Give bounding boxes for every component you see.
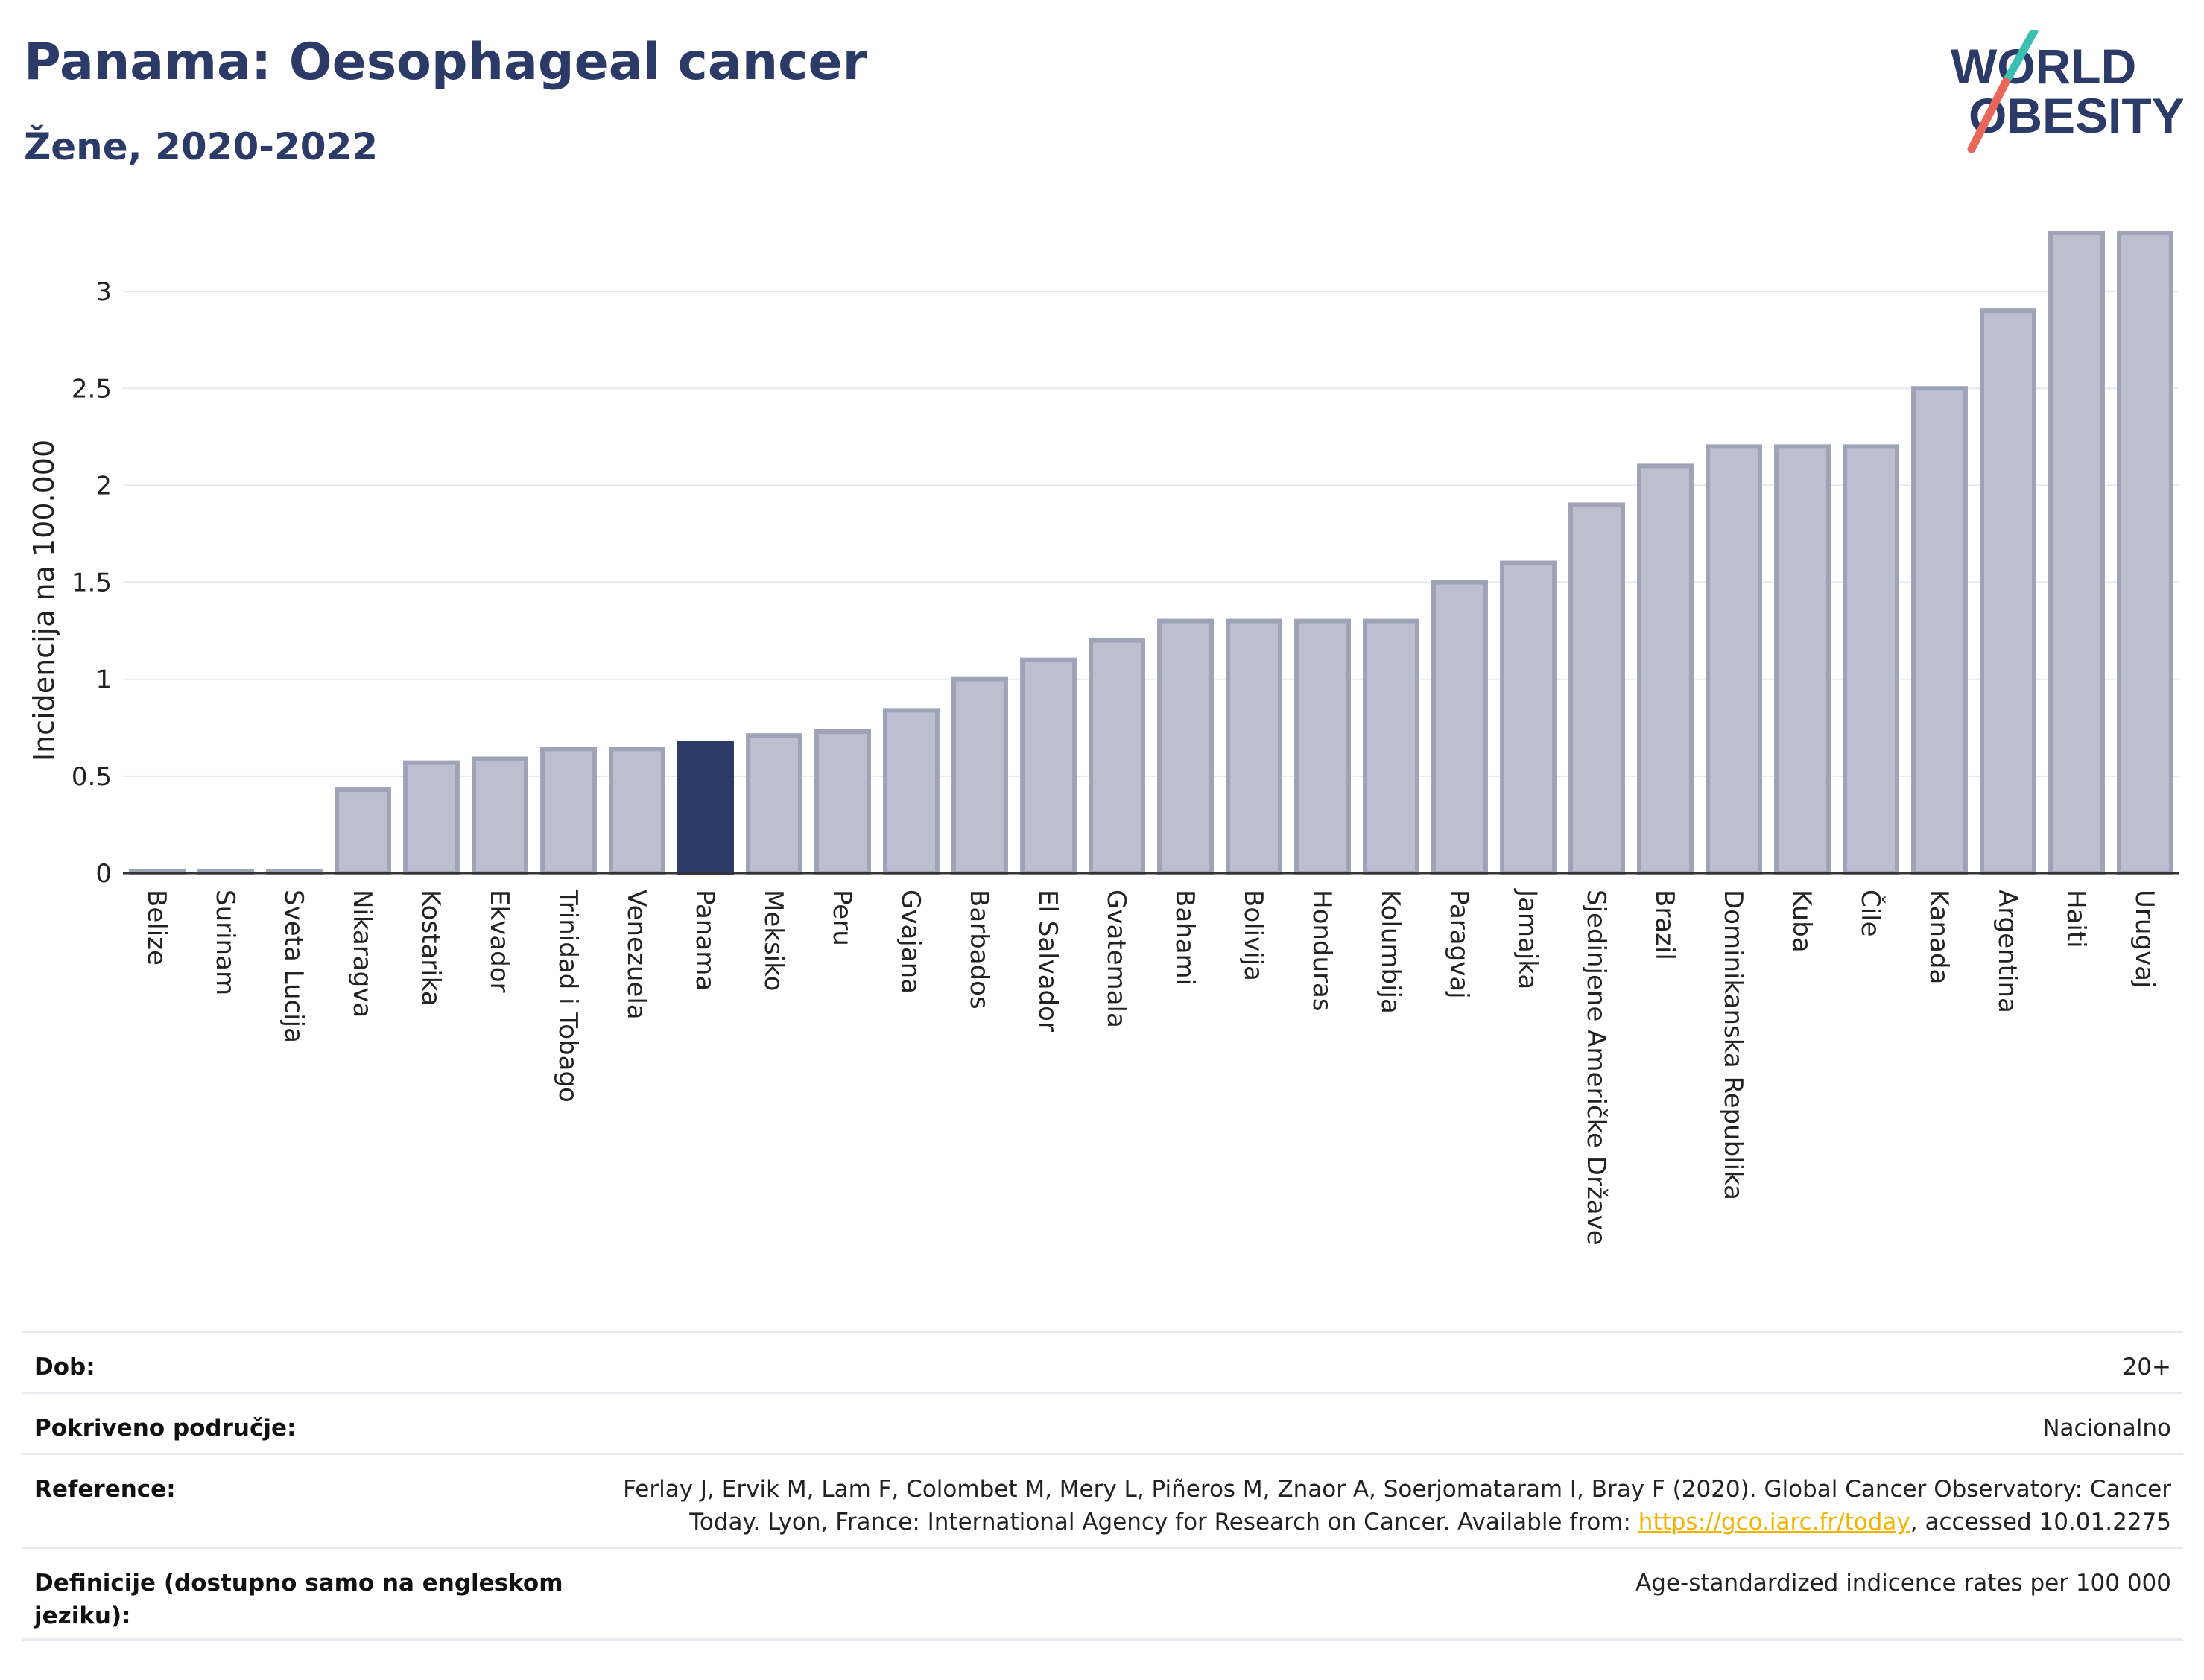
x-tick-label: Paragvaj xyxy=(1444,890,1474,999)
bar-jamajka[interactable] xyxy=(1500,560,1557,875)
bar-barbados[interactable] xyxy=(951,676,1008,875)
x-tick-label: Urugvaj xyxy=(2129,890,2159,988)
meta-value-reference: Ferlay J, Ervik M, Lam F, Colombet M, Me… xyxy=(623,1473,2171,1547)
bar-meksiko[interactable] xyxy=(746,733,802,875)
y-axis-ticks: 0 0.5 1 1.5 2 2.5 3 xyxy=(72,277,112,889)
meta-label-coverage: Pokriveno područje: xyxy=(34,1415,297,1442)
bar-kostarika[interactable] xyxy=(403,760,460,875)
x-tick-label: Barbados xyxy=(964,890,994,1009)
meta-label-reference: Reference: xyxy=(34,1476,176,1503)
meta-value-coverage: Nacionalno xyxy=(2042,1415,2171,1442)
x-tick-label: Gvatemala xyxy=(1101,890,1131,1028)
logo-word-obesity: OBESITY xyxy=(1969,88,2183,143)
meta-row-reference: Reference: Ferlay J, Ervik M, Lam F, Col… xyxy=(22,1453,2183,1547)
bar-nikaragva[interactable] xyxy=(335,787,391,876)
x-tick-label: Bahami xyxy=(1170,890,1200,986)
x-tick-label: Sjedinjene Američke Države xyxy=(1581,890,1611,1246)
y-axis-label: Incidencija na 100.000 xyxy=(28,440,60,761)
y-tick-label: 0.5 xyxy=(72,762,112,792)
bar-paragvaj[interactable] xyxy=(1431,580,1488,875)
x-tick-label: Peru xyxy=(827,890,857,946)
bar-kolumbija[interactable] xyxy=(1363,618,1419,875)
bar-trinidad-i-tobago[interactable] xyxy=(540,747,597,875)
y-tick-label: 1 xyxy=(95,665,112,695)
bar-sjedinjene-ameri-ke-dr-ave[interactable] xyxy=(1568,502,1625,876)
x-tick-label: Panama xyxy=(690,890,720,991)
bar-el-salvador[interactable] xyxy=(1020,657,1077,875)
meta-label-definitions: Definicije (dostupno samo na engleskom j… xyxy=(34,1570,563,1629)
bar-kanada[interactable] xyxy=(1911,386,1968,875)
x-tick-label: Surinam xyxy=(210,890,240,995)
y-tick-label: 2 xyxy=(95,471,112,501)
x-tick-label: El Salvador xyxy=(1033,890,1063,1032)
x-tick-label: Meksiko xyxy=(759,890,788,991)
x-tick-label: Belize xyxy=(142,890,171,966)
bar-kuba[interactable] xyxy=(1774,444,1831,875)
bar-brazil[interactable] xyxy=(1637,463,1694,875)
x-tick-label: Sveta Lucija xyxy=(279,890,308,1043)
x-tick-label: Dominikanska Republika xyxy=(1718,890,1748,1200)
x-tick-label: Gvajana xyxy=(896,890,925,994)
bar-bolivija[interactable] xyxy=(1226,618,1282,875)
reference-link[interactable]: https://gco.iarc.fr/today xyxy=(1638,1509,1910,1535)
bar-urugvaj[interactable] xyxy=(2117,231,2173,875)
gridlines xyxy=(123,291,2179,777)
x-tick-label: Venezuela xyxy=(621,890,651,1020)
bar-dominikanska-republika[interactable] xyxy=(1706,444,1762,875)
bar-argentina[interactable] xyxy=(1980,308,2036,875)
x-tick-label: Honduras xyxy=(1307,890,1337,1012)
bars xyxy=(129,231,2173,876)
x-tick-label: Kanada xyxy=(1924,890,1954,984)
bar-gvatemala[interactable] xyxy=(1089,638,1145,875)
metadata-table: Dob: 20+ Pokriveno područje: Nacionalno … xyxy=(22,1331,2183,1641)
bar-gvajana[interactable] xyxy=(883,708,940,875)
x-tick-label: Nikaragva xyxy=(347,890,377,1018)
y-tick-label: 1.5 xyxy=(72,568,112,598)
y-tick-label: 2.5 xyxy=(72,374,112,404)
world-obesity-logo: WORLD OBESITY xyxy=(1951,30,2183,153)
meta-row-coverage: Pokriveno područje: Nacionalno xyxy=(22,1392,2183,1453)
bar--ile[interactable] xyxy=(1843,444,1899,875)
x-tick-label: Jamajka xyxy=(1513,888,1542,989)
bar-venezuela[interactable] xyxy=(609,747,665,875)
bar-peru[interactable] xyxy=(814,729,871,876)
x-tick-label: Brazil xyxy=(1650,890,1679,960)
logo-slash-red xyxy=(1967,77,2010,153)
bar-panama[interactable] xyxy=(677,741,734,875)
bar-bahami[interactable] xyxy=(1157,618,1214,875)
y-tick-label: 0 xyxy=(95,859,112,889)
chart-subtitle: Žene, 2020-2022 xyxy=(24,125,379,168)
meta-row-age: Dob: 20+ xyxy=(22,1331,2183,1392)
chart-title: Panama: Oesophageal cancer xyxy=(24,33,868,92)
x-tick-label: Ekvador xyxy=(484,890,514,993)
bar-chart: 0 0.5 1 1.5 2 2.5 3 Belize Surinam Sveta Lucija N… xyxy=(28,231,2179,1246)
x-tick-label: Kolumbija xyxy=(1375,890,1405,1014)
bar-honduras[interactable] xyxy=(1294,618,1351,875)
meta-label-age: Dob: xyxy=(34,1354,95,1381)
logo-slash-teal xyxy=(2001,30,2039,86)
x-tick-label: Čile xyxy=(1855,890,1886,937)
x-tick-label: Argentina xyxy=(1992,890,2022,1013)
meta-value-age: 20+ xyxy=(2122,1354,2171,1381)
bar-haiti[interactable] xyxy=(2048,231,2105,875)
reference-text-line1: Ferlay J, Ervik M, Lam F, Colombet M, Me… xyxy=(623,1476,2171,1503)
reference-text-line2: Today. Lyon, France: International Agenc… xyxy=(689,1509,1638,1535)
logo-word-world: WORLD xyxy=(1951,39,2136,94)
x-tick-label: Kuba xyxy=(1787,890,1817,953)
meta-row-definitions: Definicije (dostupno samo na engleskom j… xyxy=(22,1547,2183,1641)
x-tick-label: Bolivija xyxy=(1238,890,1268,981)
x-tick-label: Trinidad i Tobago xyxy=(553,889,583,1103)
meta-value-definitions: Age-standardized indicence rates per 100… xyxy=(1635,1570,2171,1597)
x-tick-label: Kostarika xyxy=(416,890,446,1007)
y-tick-label: 3 xyxy=(95,277,112,307)
x-tick-label: Haiti xyxy=(2061,890,2091,948)
bar-ekvador[interactable] xyxy=(472,756,528,876)
reference-text-accessed: , accessed 10.01.2275 xyxy=(1910,1509,2171,1535)
x-axis-labels: Belize Surinam Sveta Lucija Nikaragva Kostar… xyxy=(142,888,2159,1246)
